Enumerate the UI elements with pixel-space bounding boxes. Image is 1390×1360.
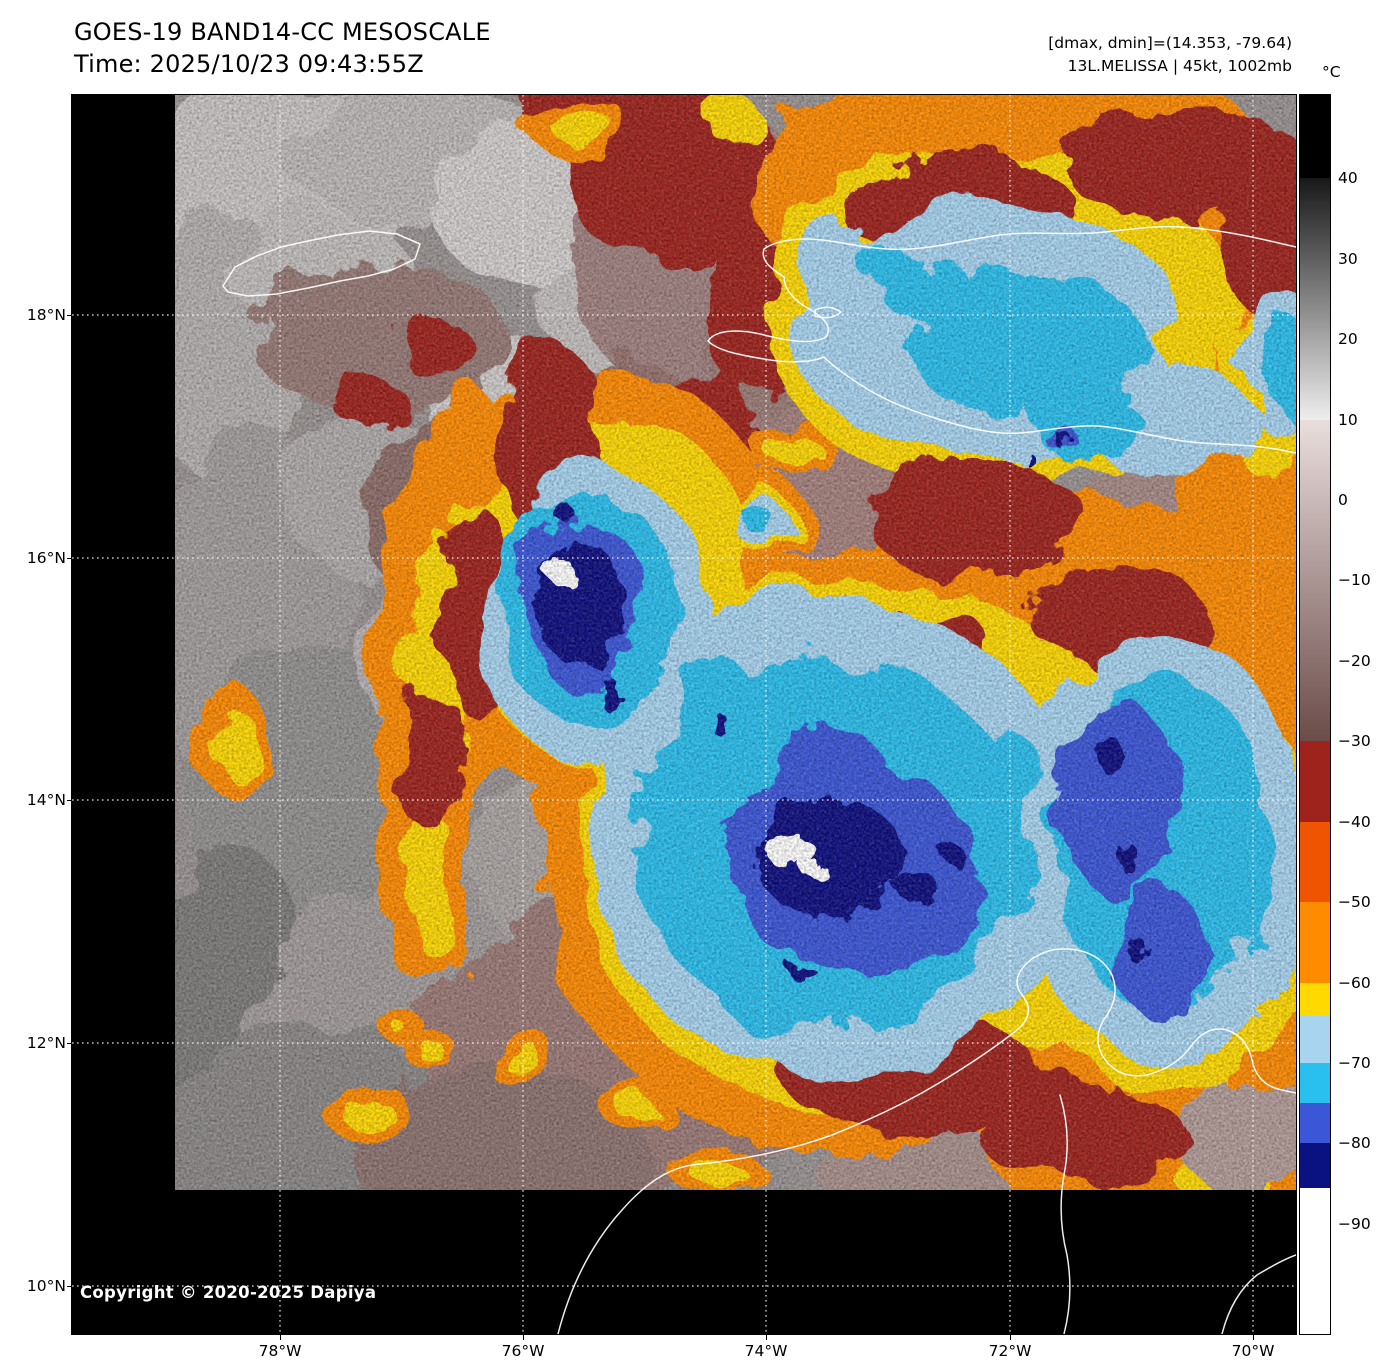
colorbar-tick-label: −20: [1338, 652, 1371, 670]
colorbar-segment-yellow: [1300, 983, 1330, 1015]
lon-tick-mark: [523, 1335, 524, 1340]
bottom-right-coastline: [1221, 1254, 1296, 1334]
lon-tick-mark: [1253, 1335, 1254, 1340]
map-plot-area: [71, 94, 1297, 1335]
colorbar-tick-label: −60: [1338, 974, 1371, 992]
colorbar-segment-mauve-gradient: [1300, 420, 1330, 741]
satellite-image: [72, 95, 1296, 1334]
colorbar-tick-label: −80: [1338, 1134, 1371, 1152]
south-america-coastline: [557, 948, 1296, 1334]
colorbar-tick-label: 0: [1338, 491, 1348, 509]
colorbar-tick-label: 30: [1338, 250, 1358, 268]
colorbar-tick-label: 10: [1338, 411, 1358, 429]
header-left: GOES-19 BAND14-CC MESOSCALE Time: 2025/1…: [74, 16, 491, 80]
storm-status-readout: 13L.MELISSA | 45kt, 1002mb: [1067, 57, 1292, 75]
colorbar-segment-royal-blue: [1300, 1103, 1330, 1143]
colorbar-tick-label: −40: [1338, 813, 1371, 831]
lat-tick-mark: [67, 315, 72, 316]
copyright-watermark: Copyright © 2020-2025 Dapiya: [80, 1283, 377, 1302]
lat-tick-mark: [67, 1286, 72, 1287]
gonave-island-coastline: [814, 306, 842, 319]
figure-title: GOES-19 BAND14-CC MESOSCALE: [74, 18, 491, 46]
colorbar-segment-pale-blue: [1300, 1015, 1330, 1063]
jamaica-coastline: [222, 230, 421, 297]
data-range-readout: [dmax, dmin]=(14.353, -79.64): [1048, 34, 1292, 52]
coastlines: [222, 225, 1296, 1334]
longitude-axis-label: 74°W: [744, 1342, 788, 1360]
maracaibo-coastline: [1059, 1094, 1071, 1334]
latitude-axis-label: 14°N: [26, 791, 66, 809]
lon-tick-mark: [1010, 1335, 1011, 1340]
colorbar-segment-dark-red: [1300, 741, 1330, 822]
latitude-axis-label: 10°N: [26, 1277, 66, 1295]
grain-texture-light: [175, 95, 1296, 1190]
latitude-axis-label: 18°N: [26, 306, 66, 324]
colorbar-tick-label: −50: [1338, 893, 1371, 911]
mesoscale-sector: [175, 95, 1296, 1190]
header-right: [dmax, dmin]=(14.353, -79.64) 13L.MELISS…: [1048, 32, 1292, 78]
lat-tick-mark: [67, 558, 72, 559]
longitude-axis-label: 72°W: [988, 1342, 1032, 1360]
colorbar-segment-coldest-white: [1300, 1188, 1330, 1334]
figure-timestamp: Time: 2025/10/23 09:43:55Z: [74, 50, 424, 78]
lat-tick-mark: [67, 800, 72, 801]
longitude-axis-label: 78°W: [258, 1342, 302, 1360]
longitude-axis-label: 76°W: [501, 1342, 545, 1360]
colorbar-tick-label: −70: [1338, 1054, 1371, 1072]
colorbar-segment-red-orange: [1300, 822, 1330, 902]
colorbar-segment-cyan: [1300, 1063, 1330, 1103]
latitude-axis-label: 12°N: [26, 1034, 66, 1052]
lat-tick-mark: [67, 1043, 72, 1044]
colorbar-segment-orange: [1300, 902, 1330, 983]
colorbar-tick-label: −90: [1338, 1215, 1371, 1233]
lon-tick-mark: [280, 1335, 281, 1340]
colorbar-tick-label: 20: [1338, 330, 1358, 348]
graticule: [72, 95, 1296, 1334]
colorbar-unit-label: °C: [1322, 63, 1341, 81]
colorbar-tick-label: −10: [1338, 571, 1371, 589]
colorbar-segment-warm-black: [1300, 95, 1330, 178]
colorbar-tick-label: 40: [1338, 169, 1358, 187]
lon-tick-mark: [766, 1335, 767, 1340]
longitude-axis-label: 70°W: [1231, 1342, 1275, 1360]
colorbar-tick-label: −30: [1338, 732, 1371, 750]
colorbar-segment-gray-gradient: [1300, 178, 1330, 420]
latitude-axis-label: 16°N: [26, 549, 66, 567]
hispaniola-coastline: [707, 225, 1296, 454]
colorbar-segment-navy: [1300, 1143, 1330, 1188]
temperature-colorbar: [1299, 94, 1331, 1335]
